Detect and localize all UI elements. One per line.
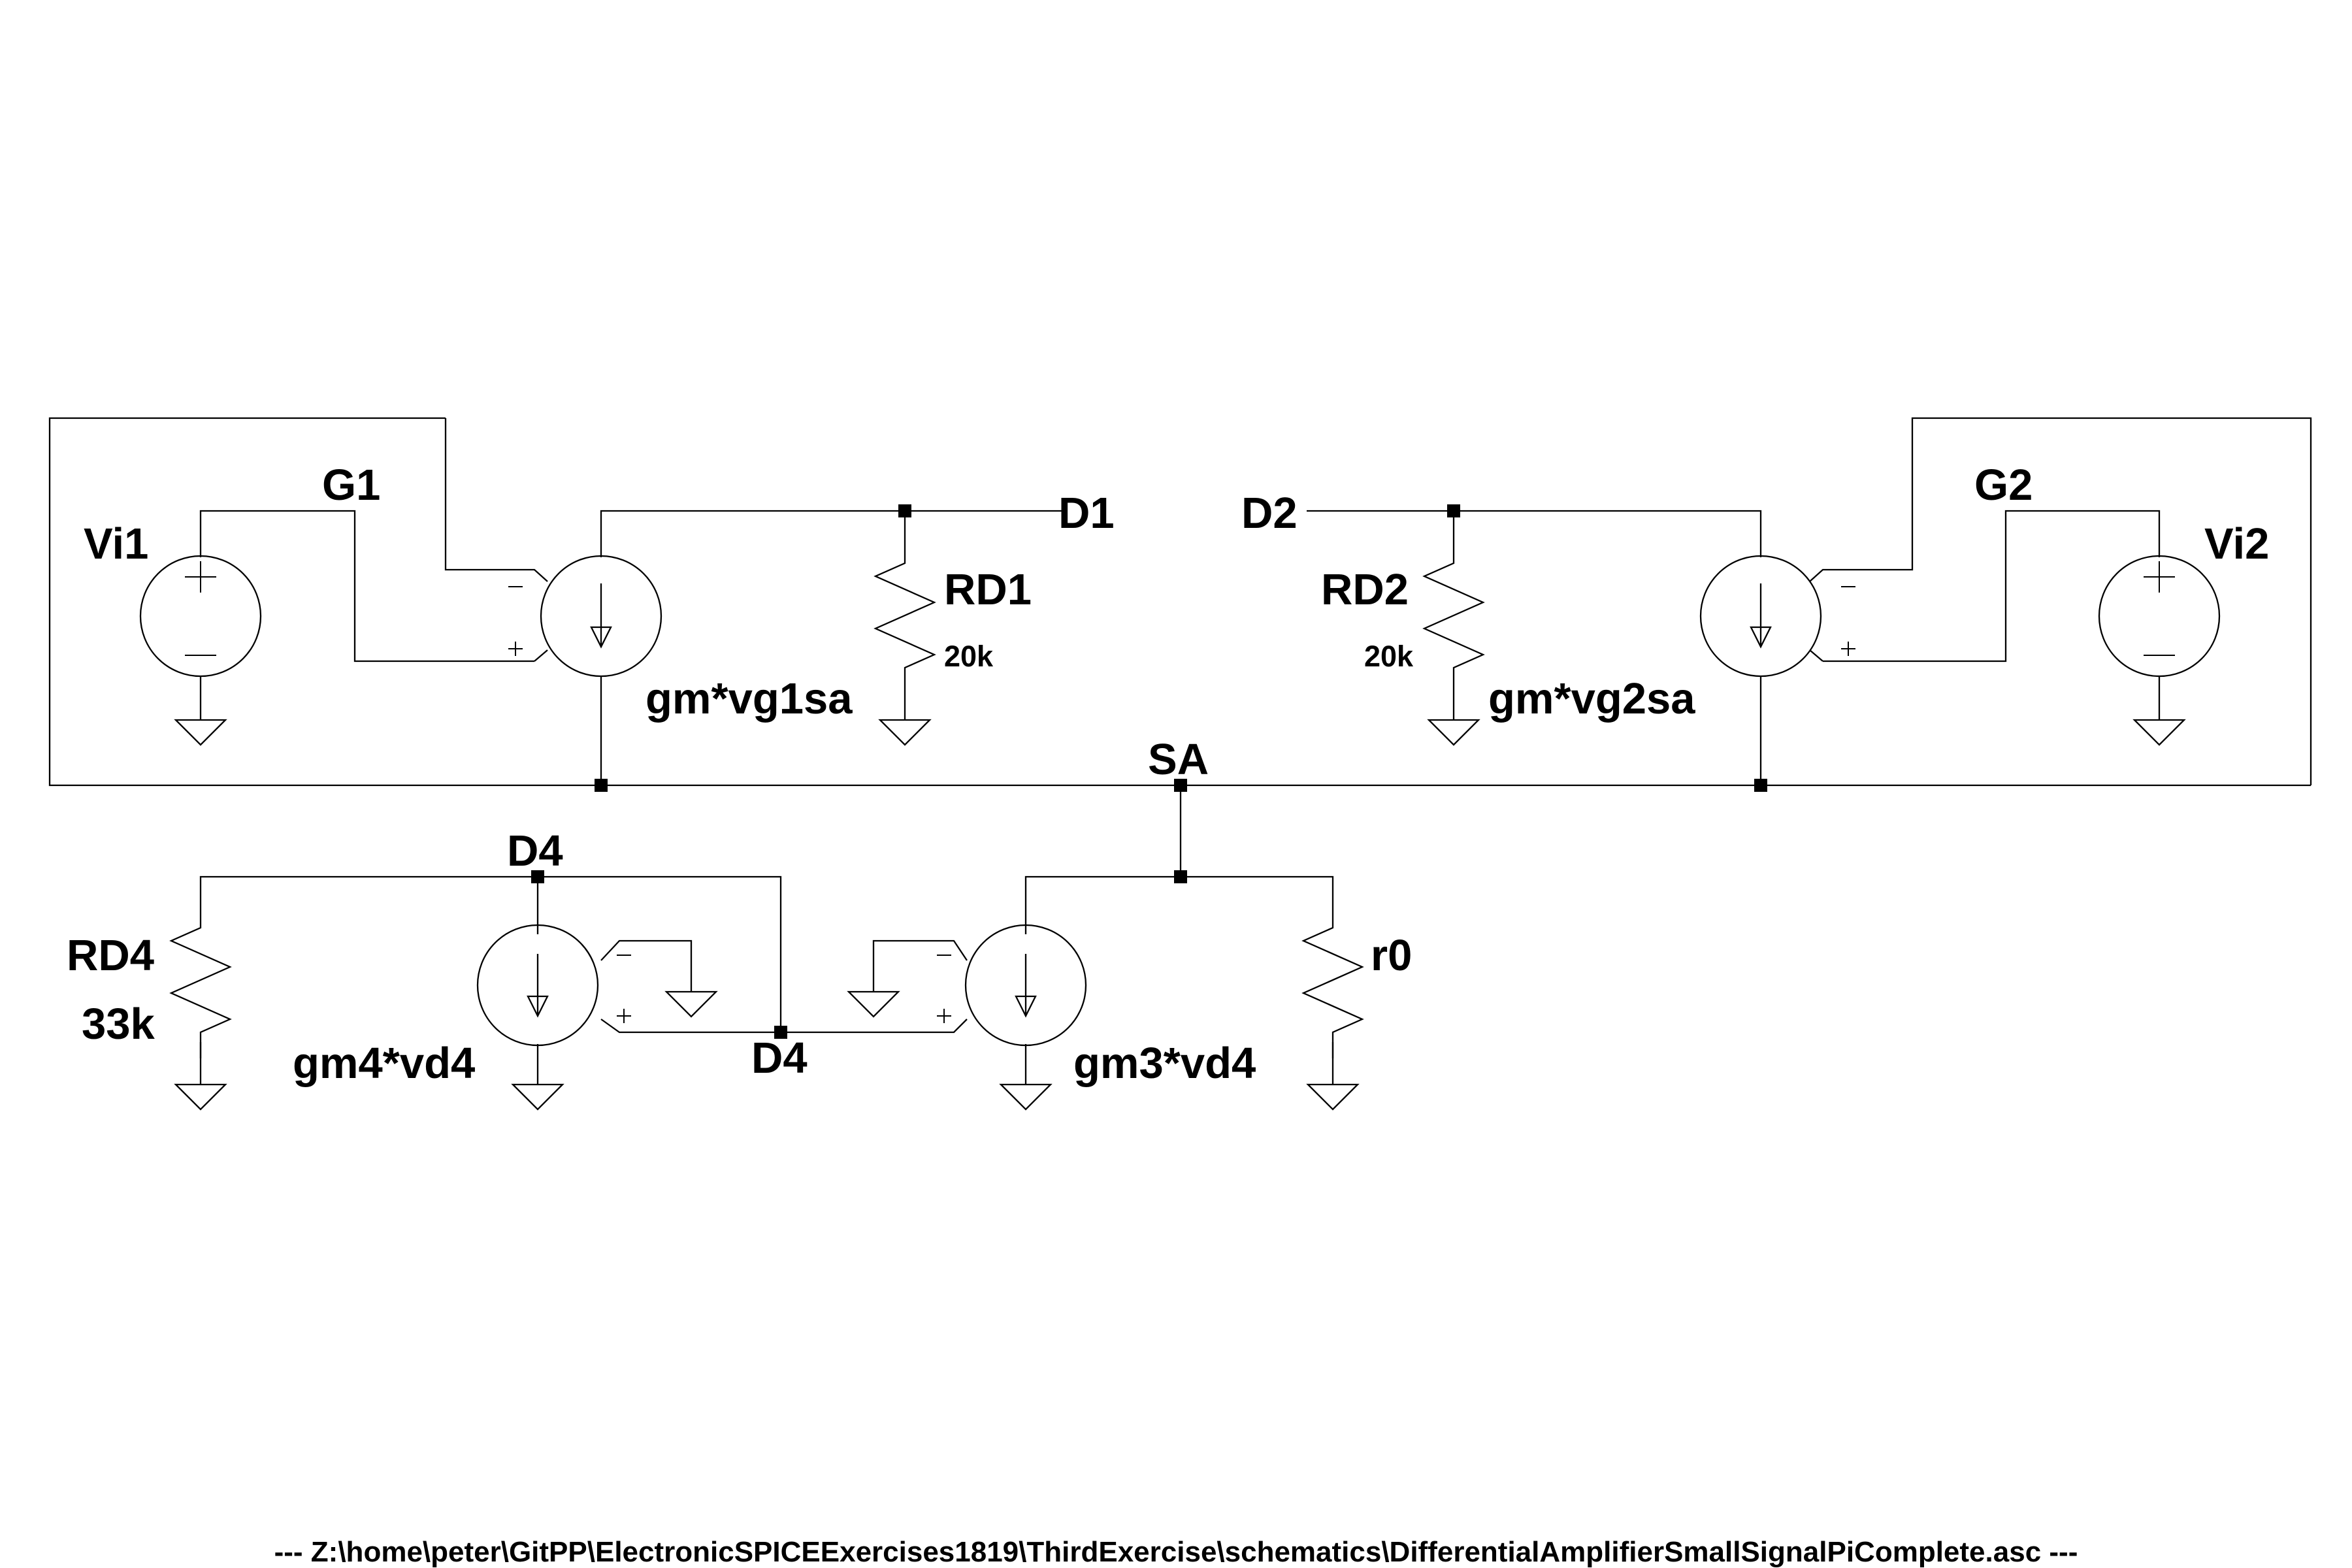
label-vi1: Vi1 bbox=[84, 519, 148, 568]
label-d1: D1 bbox=[1058, 489, 1115, 538]
wire-right-loop bbox=[1842, 417, 2312, 785]
label-r0: r0 bbox=[1371, 931, 1412, 980]
wire-d4-bus bbox=[199, 875, 782, 1032]
junction-gm1-sa bbox=[595, 779, 608, 792]
wire-gm2-plus-pin bbox=[1809, 649, 1823, 662]
label-d2: D2 bbox=[1241, 489, 1298, 538]
label-rd4: RD4 bbox=[67, 931, 154, 980]
label-gm3-vd4: gm3*vd4 bbox=[1073, 1039, 1256, 1088]
wire-gm3-minus-gnd bbox=[872, 939, 968, 966]
junction-sa-lower bbox=[1174, 870, 1187, 883]
junction-sa bbox=[1174, 779, 1187, 792]
label-d4-top: D4 bbox=[507, 826, 563, 875]
label-rd2-value: 20k bbox=[1364, 640, 1414, 673]
label-gm4-vd4: gm4*vd4 bbox=[293, 1039, 475, 1088]
wire-vi1-g1 bbox=[199, 510, 534, 662]
vccs-gm4[interactable] bbox=[476, 924, 717, 1111]
label-sa: SA bbox=[1148, 735, 1209, 784]
label-gm-vg1sa: gm*vg1sa bbox=[645, 674, 853, 723]
vccs-gm2[interactable] bbox=[1699, 555, 1855, 678]
junction-gm2-sa bbox=[1754, 779, 1767, 792]
junction-d2 bbox=[1447, 504, 1460, 517]
resistor-rd2[interactable] bbox=[1422, 557, 1485, 746]
label-rd1-value: 20k bbox=[944, 640, 994, 673]
wire-gm3-r0 bbox=[1024, 875, 1334, 934]
wire-gm1-plus-pin bbox=[534, 649, 548, 662]
wire-vi2-g2 bbox=[1823, 510, 2161, 662]
voltage-source-vi1[interactable] bbox=[139, 555, 262, 746]
wire-gm2-minus-pin bbox=[1809, 568, 1842, 582]
label-g2: G2 bbox=[1974, 461, 2033, 510]
label-gm-vg2sa: gm*vg2sa bbox=[1488, 674, 1695, 723]
wire-g1-bracket bbox=[444, 418, 516, 571]
label-rd4-value: 33k bbox=[82, 1000, 155, 1049]
junction-d1 bbox=[898, 504, 911, 517]
label-rd1: RD1 bbox=[944, 565, 1032, 614]
vccs-gm1[interactable] bbox=[508, 555, 662, 678]
label-d4-bottom: D4 bbox=[751, 1034, 808, 1083]
vccs-gm3[interactable] bbox=[847, 924, 1087, 1111]
wire-d2-gm2 bbox=[1307, 510, 1762, 557]
junction-d4-top bbox=[531, 870, 544, 883]
voltage-source-vi2[interactable] bbox=[2098, 555, 2221, 746]
junction-d4-bottom bbox=[774, 1026, 787, 1039]
resistor-rd1[interactable] bbox=[874, 557, 936, 746]
label-rd2: RD2 bbox=[1321, 565, 1409, 614]
label-vi2: Vi2 bbox=[2204, 519, 2269, 568]
footer-file-path: --- Z:\home\peter\GitPP\ElectronicSPICEE… bbox=[274, 1536, 2078, 1568]
wires bbox=[48, 417, 2312, 1058]
wire-left-loop bbox=[48, 417, 601, 787]
wire-gm1-minus-pin bbox=[516, 568, 548, 582]
resistor-r0[interactable] bbox=[1301, 923, 1364, 1111]
resistor-rd4[interactable] bbox=[169, 923, 232, 1111]
junctions bbox=[531, 504, 1767, 1039]
wire-gm4-minus-gnd bbox=[600, 939, 693, 966]
label-g1: G1 bbox=[322, 461, 380, 510]
wire-gm1-d1 bbox=[600, 510, 1062, 557]
